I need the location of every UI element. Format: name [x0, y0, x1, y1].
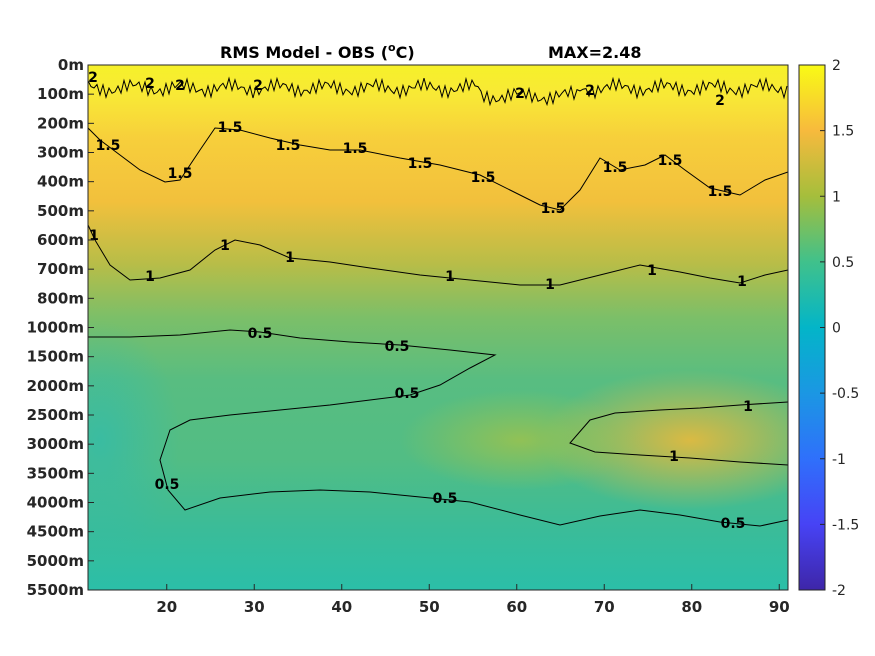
- contour-label: 0.5: [433, 491, 458, 507]
- x-tick-label: 60: [506, 598, 527, 616]
- y-tick-label: 200m: [37, 114, 84, 132]
- contour-label: 1: [220, 238, 230, 254]
- contour-label: 0.5: [385, 339, 410, 355]
- colorbar-tick-label: 1: [832, 189, 841, 205]
- contour-label: 2: [175, 78, 185, 94]
- max-label: MAX=2.48: [548, 43, 642, 62]
- deep-cool-patch: [88, 320, 180, 560]
- y-tick-label: 5500m: [27, 581, 84, 599]
- plot-area: 2 2 2 2 2 2 2 1.5 1.5 1.5 1.5 1.5 1.5 1.5 1.5 1.5 1.5 1.5…: [88, 65, 788, 590]
- contour-0.5-upper: [88, 329, 788, 527]
- colorbar: 2 1.5 1 0.5 0 -0.5 -1 -1.5 -2: [798, 58, 859, 599]
- x-tick-label: 20: [156, 598, 177, 616]
- contour-1: [88, 224, 788, 286]
- contour-label: 1.5: [343, 141, 368, 157]
- contour-label: 2: [88, 70, 98, 86]
- colorbar-tick-label: 2: [832, 58, 841, 74]
- y-tick-label: 3000m: [27, 435, 84, 453]
- x-tick-label: 30: [244, 598, 265, 616]
- contour-2: [88, 76, 788, 107]
- contour-label: 1: [145, 269, 155, 285]
- contour-labels: 2 2 2 2 2 2 2 1.5 1.5 1.5 1.5 1.5 1.5 1.5 1.5 1.5 1.5 1.5…: [88, 70, 753, 532]
- colorbar-tick-label: 1.5: [832, 124, 854, 140]
- colorbar-tick-label: -2: [832, 583, 846, 599]
- svg-text:RMS Model - OBS (oC): RMS Model - OBS (oC): [220, 41, 415, 62]
- colorbar-tick-label: 0: [832, 321, 841, 337]
- y-tick-label: 2000m: [27, 377, 84, 395]
- contour-label: 1.5: [168, 166, 193, 182]
- x-axis: 20 30 40 50 60 70 80 90: [156, 584, 790, 616]
- y-tick-label: 700m: [37, 260, 84, 278]
- contour-label: 1.5: [471, 170, 496, 186]
- contour-label: 1.5: [276, 138, 301, 154]
- y-tick-label: 0m: [58, 56, 84, 74]
- field-background: [88, 65, 788, 590]
- contour-1-deep: [569, 401, 788, 466]
- x-tick-label: 50: [419, 598, 440, 616]
- contour-label: 1.5: [708, 184, 733, 200]
- y-tick-label: 2500m: [27, 406, 84, 424]
- y-tick-label: 500m: [37, 202, 84, 220]
- y-tick-label: 4000m: [27, 494, 84, 512]
- contour-label: 1: [743, 399, 753, 415]
- contour-label: 2: [585, 83, 595, 99]
- contour-label: 1: [647, 263, 657, 279]
- contour-label: 1: [737, 274, 747, 290]
- y-tick-label: 4500m: [27, 523, 84, 541]
- contour-label: 2: [515, 86, 525, 102]
- contour-label: 1.5: [96, 138, 121, 154]
- contour-label: 0.5: [395, 386, 420, 402]
- contour-label: 1: [89, 228, 99, 244]
- contour-label: 1.5: [541, 201, 566, 217]
- colorbar-ticks: 2 1.5 1 0.5 0 -0.5 -1 -1.5 -2: [820, 58, 859, 599]
- y-tick-label: 3500m: [27, 464, 84, 482]
- y-tick-label: 1500m: [27, 348, 84, 366]
- title-text: RMS Model - OBS (: [220, 43, 388, 62]
- contour-label: 2: [715, 93, 725, 109]
- contour-label: 1.5: [408, 156, 433, 172]
- mid-patch: [400, 390, 640, 490]
- colorbar-tick-label: 0.5: [832, 255, 854, 271]
- contour-label: 1.5: [218, 120, 243, 136]
- contour-label: 1: [545, 277, 555, 293]
- contour-label: 0.5: [155, 477, 180, 493]
- title: RMS Model - OBS (oC) MAX=2.48: [220, 41, 642, 62]
- y-tick-label: 600m: [37, 231, 84, 249]
- colorbar-tick-label: -1: [832, 452, 846, 468]
- x-tick-label: 80: [681, 598, 702, 616]
- y-tick-label: 300m: [37, 144, 84, 162]
- x-tick-label: 90: [769, 598, 790, 616]
- title-degree: o: [388, 41, 396, 54]
- contour-label: 2: [145, 76, 155, 92]
- y-tick-label: 100m: [37, 85, 84, 103]
- contour-1.5: [88, 127, 788, 211]
- x-tick-label: 40: [331, 598, 352, 616]
- contour-label: 1: [285, 250, 295, 266]
- contour-lines: [88, 76, 788, 527]
- contour-label: 1.5: [658, 153, 683, 169]
- contour-label: 1: [669, 449, 679, 465]
- contour-label: 1.5: [603, 160, 628, 176]
- colorbar-tick-label: -1.5: [832, 517, 859, 533]
- contour-label: 1: [445, 269, 455, 285]
- title-unit: C): [396, 43, 415, 62]
- y-axis: 0m 100m 200m 300m 400m 500m 600m 700m 800m 1000m 1…: [27, 56, 94, 599]
- contour-label: 2: [253, 78, 263, 94]
- x-tick-label: 70: [594, 598, 615, 616]
- contour-label: 0.5: [248, 326, 273, 342]
- contour-label: 0.5: [721, 516, 746, 532]
- y-tick-label: 400m: [37, 173, 84, 191]
- y-tick-label: 1000m: [27, 319, 84, 337]
- colorbar-tick-label: -0.5: [832, 386, 859, 402]
- y-tick-label: 5000m: [27, 552, 84, 570]
- y-tick-label: 800m: [37, 289, 84, 307]
